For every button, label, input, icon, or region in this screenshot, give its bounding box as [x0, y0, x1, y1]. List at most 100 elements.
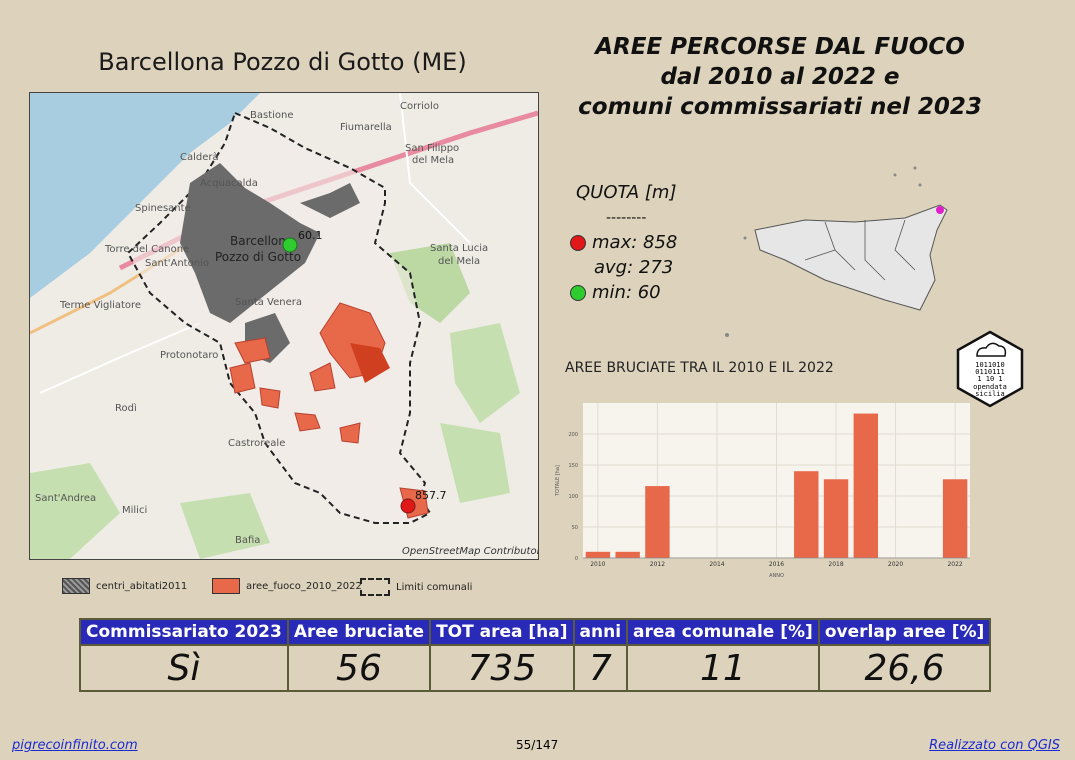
legend-item-centri: centri_abitati2011	[62, 578, 187, 594]
island-dot	[743, 236, 747, 240]
map-label: Santa Lucia	[430, 243, 488, 254]
elevation-min: min: 60	[592, 282, 661, 303]
forest-area	[180, 493, 270, 559]
svg-text:1011010: 1011010	[975, 361, 1005, 369]
island-dot	[893, 173, 897, 177]
max-elevation-label: 857.7	[415, 489, 447, 502]
map-label: Santa Venera	[235, 297, 302, 308]
table-header: Commissariato 2023	[79, 618, 289, 646]
x-tick-label: 2020	[888, 561, 903, 568]
forest-area	[440, 423, 510, 503]
map-label: del Mela	[412, 155, 454, 166]
map-label: Calderà	[180, 151, 219, 163]
svg-text:1 10 1: 1 10 1	[977, 375, 1002, 383]
map-label: Fiumarella	[340, 122, 392, 133]
y-tick-label: 0	[575, 556, 578, 562]
table-cell: Sì	[79, 644, 289, 692]
table-header: TOT area [ha]	[429, 618, 575, 646]
burned-area	[229, 362, 256, 394]
municipal-boundary	[126, 111, 432, 524]
map-canvas: Bastione Corriolo Fiumarella San Filippo…	[30, 93, 538, 559]
map-label: Protonotaro	[160, 350, 218, 361]
legend-swatch	[62, 578, 90, 594]
map-label: Spinesante	[135, 203, 191, 214]
x-tick-label: 2014	[709, 561, 724, 568]
main-title-line-1: AREE PERCORSE DAL FUOCO	[595, 34, 965, 60]
burned-area	[234, 337, 271, 364]
table-cell: 735	[429, 644, 575, 692]
svg-text:0110111: 0110111	[975, 368, 1005, 376]
legend-label: aree_fuoco_2010_2022	[246, 580, 362, 592]
table-cell: 7	[572, 644, 629, 692]
map-label: Sant'Antonio	[145, 258, 209, 269]
footer-qgis-link[interactable]: Realizzato con QGIS	[929, 738, 1060, 753]
bar	[585, 551, 611, 558]
x-axis-label: ANNO	[769, 573, 784, 579]
municipality-map: Bastione Corriolo Fiumarella San Filippo…	[29, 92, 539, 560]
bar	[942, 479, 968, 558]
map-label: Torre del Canone	[104, 244, 189, 255]
min-elevation-marker	[282, 237, 298, 253]
x-tick-label: 2010	[590, 561, 605, 568]
y-tick-label: 100	[568, 494, 578, 500]
burned-area	[309, 362, 336, 392]
table-header: Aree bruciate	[286, 618, 432, 646]
legend-swatch	[212, 578, 240, 594]
bar	[823, 479, 849, 558]
main-title-line-2: dal 2010 al 2022 e	[660, 64, 900, 90]
table-cell: 11	[626, 644, 820, 692]
burned-area	[350, 343, 390, 383]
x-tick-label: 2022	[947, 561, 962, 568]
burned-area	[294, 412, 321, 432]
island-dot	[918, 183, 922, 187]
road	[399, 93, 471, 244]
legend-item-fuoco: aree_fuoco_2010_2022	[212, 578, 362, 594]
legend-label: Limiti comunali	[396, 581, 473, 593]
x-tick-label: 2016	[769, 561, 784, 568]
map-label: Barcellona	[230, 234, 293, 248]
forest-area	[450, 323, 520, 423]
x-tick-label: 2012	[650, 561, 665, 568]
table-cell: 56	[286, 644, 432, 692]
y-tick-label: 200	[568, 432, 578, 438]
map-label: San Filippo	[405, 143, 459, 154]
table-header-row: Commissariato 2023 Aree bruciate TOT are…	[79, 618, 992, 646]
island-dot	[725, 333, 729, 337]
map-label: Bafia	[235, 535, 260, 546]
footer-website-link[interactable]: pigrecoinfinito.com	[12, 738, 138, 753]
table-header: anni	[572, 618, 629, 646]
burned-area	[339, 422, 361, 444]
table-header: area comunale [%]	[626, 618, 820, 646]
table-header: overlap aree [%]	[817, 618, 992, 646]
y-axis-label: TOTALE [ha]	[555, 465, 561, 497]
burned-area	[259, 387, 281, 409]
bar	[853, 413, 879, 558]
svg-text:opendata: opendata	[973, 383, 1007, 391]
legend-item-limiti: Limiti comunali	[360, 578, 472, 596]
legend-swatch	[360, 578, 390, 596]
stats-table: Commissariato 2023 Aree bruciate TOT are…	[79, 618, 992, 692]
elevation-box: QUOTA [m] -------- max: 858 avg: 273 min…	[560, 180, 710, 305]
bar	[645, 486, 670, 558]
sea-area	[30, 93, 260, 298]
min-elevation-label: 60.1	[298, 229, 323, 242]
chart-title: AREE BRUCIATE TRA IL 2010 E IL 2022	[565, 360, 834, 376]
municipality-location-marker	[936, 206, 944, 214]
y-tick-label: 50	[572, 525, 578, 531]
map-label: Milici	[122, 505, 147, 516]
map-label: Sant'Andrea	[35, 493, 96, 504]
x-tick-label: 2018	[828, 561, 843, 568]
max-elevation-marker	[400, 498, 416, 514]
min-dot-icon	[570, 284, 586, 301]
map-label: Castroreale	[228, 438, 285, 449]
province-borders	[804, 219, 916, 281]
island-dot	[913, 166, 917, 170]
elevation-max: max: 858	[592, 232, 678, 253]
forest-area	[30, 463, 120, 559]
opendata-sicilia-logo: 1011010 0110111 1 10 1 opendata sicilia	[956, 330, 1024, 408]
sicily-inset-map	[725, 166, 948, 337]
elevation-divider: --------	[606, 209, 647, 226]
bar	[615, 551, 640, 558]
main-title: AREE PERCORSE DAL FUOCO dal 2010 al 2022…	[560, 32, 1000, 122]
elevation-title: QUOTA [m]	[576, 182, 677, 203]
